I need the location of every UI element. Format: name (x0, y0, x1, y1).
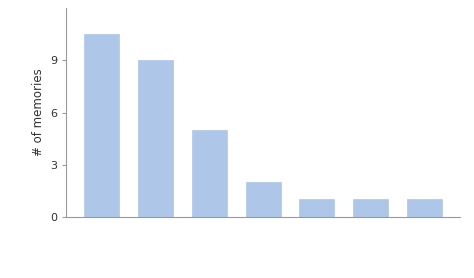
Bar (300, 200, 334, 217)
Bar (138, 61, 173, 217)
Bar (353, 200, 388, 217)
Bar (246, 182, 281, 217)
Y-axis label: # of memories: # of memories (32, 69, 45, 157)
Bar (84, 34, 119, 217)
Bar (192, 130, 227, 217)
Bar (407, 200, 442, 217)
